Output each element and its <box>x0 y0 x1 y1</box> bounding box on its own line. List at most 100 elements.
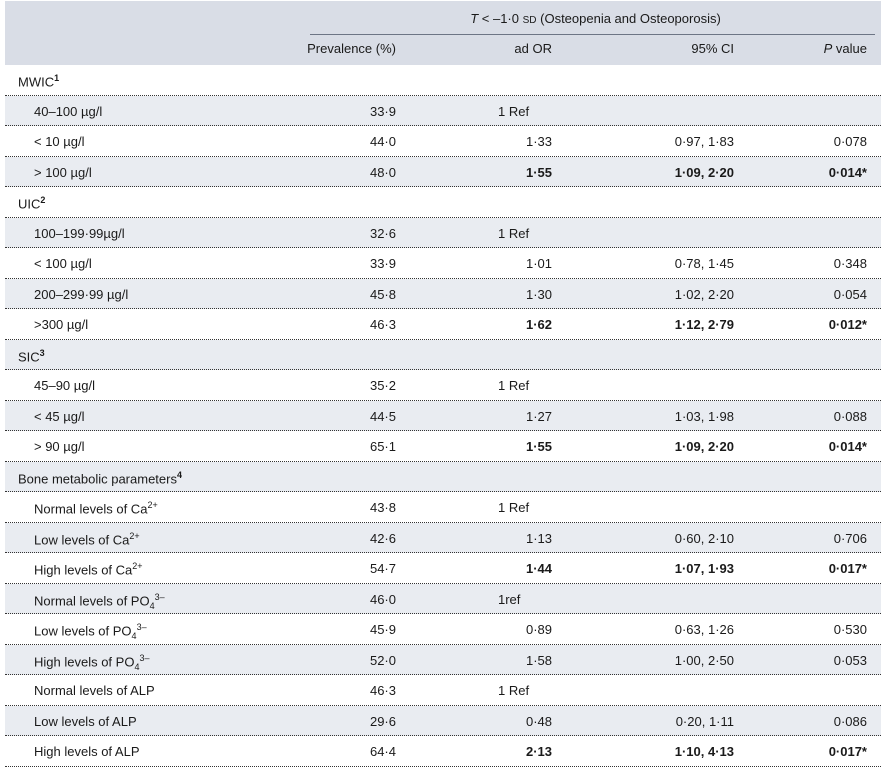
row-label: 100–199·99µg/l <box>34 226 125 241</box>
table-row: < 45 µg/l 44·5 1·27 1·03, 1·98 0·088 <box>5 400 881 431</box>
group-row: UIC2 <box>5 187 881 218</box>
prevalence-cell: 64·4 <box>369 744 396 759</box>
ad-or-cell: 0·89 <box>525 622 552 637</box>
prevalence-cell: 52·0 <box>369 652 396 668</box>
prevalence-cell: 48·0 <box>369 164 396 180</box>
label-superscript: 2+ <box>132 561 143 571</box>
table-row: 40–100 µg/l 33·9 1 Ref <box>5 95 881 126</box>
col-header-ad-or: ad OR <box>514 41 552 56</box>
label-subscript: 4 <box>149 600 155 611</box>
ci-cell: 0·60, 2·10 <box>674 530 734 546</box>
group-label: SIC3 <box>18 348 45 364</box>
label-superscript: 3– <box>136 622 147 632</box>
p-value-cell: 0·348 <box>833 256 867 271</box>
prevalence-cell: 42·6 <box>369 530 396 546</box>
row-label: >300 µg/l <box>34 317 88 332</box>
table-row: Normal levels of ALP 46·3 1 Ref <box>5 675 881 706</box>
row-label: > 100 µg/l <box>34 165 92 180</box>
p-value-cell: 0·014* <box>828 164 867 180</box>
p-value-cell: 0·706 <box>833 530 867 546</box>
ci-cell: 1·07, 1·93 <box>674 561 734 576</box>
row-label: High levels of PO43– <box>34 653 149 672</box>
ad-or-cell: 1·58 <box>525 652 552 668</box>
ad-or-cell: 1·30 <box>525 286 552 302</box>
row-label: 40–100 µg/l <box>34 104 102 119</box>
footnote-marker: 1 <box>54 73 60 83</box>
ci-cell: 1·02, 2·20 <box>674 286 734 302</box>
prevalence-cell: 33·9 <box>369 256 396 271</box>
row-label: 200–299·99 µg/l <box>34 287 128 302</box>
table-row: High levels of PO43– 52·0 1·58 1·00, 2·50 0·… <box>5 644 881 675</box>
prevalence-cell: 43·8 <box>369 500 396 515</box>
header-spanning-title: T < –1·0 SD (Osteopenia and Osteoporosis… <box>470 11 721 26</box>
ci-cell: 1·12, 2·79 <box>674 317 734 332</box>
footnote-marker: 4 <box>176 469 182 480</box>
prevalence-cell: 46·3 <box>369 317 396 332</box>
row-label: 45–90 µg/l <box>34 378 95 393</box>
prevalence-cell: 54·7 <box>369 561 396 576</box>
label-superscript: 2+ <box>147 500 158 510</box>
ad-or-cell: 1·01 <box>525 256 552 271</box>
row-label-text: < 100 µg/l <box>34 256 92 271</box>
table-row: 200–299·99 µg/l 45·8 1·30 1·02, 2·20 0·054 <box>5 278 881 309</box>
p-value-cell: 0·530 <box>833 622 867 637</box>
row-label-text: Low levels of Ca <box>34 531 130 547</box>
prevalence-cell: 45·8 <box>369 286 396 302</box>
label-superscript: 3– <box>139 652 150 663</box>
ad-or-cell: 1 Ref <box>498 103 530 119</box>
prevalence-cell: 44·0 <box>369 134 396 149</box>
ad-or-cell: 1 Ref <box>498 683 530 698</box>
group-label: UIC2 <box>18 195 45 211</box>
table-row: Normal levels of PO43– 46·0 1ref <box>5 583 881 614</box>
row-label: Normal levels of Ca2+ <box>34 500 158 516</box>
row-label-text: UIC <box>18 196 41 212</box>
row-label-text: >300 µg/l <box>34 317 89 332</box>
row-label: Low levels of Ca2+ <box>34 531 140 547</box>
ci-cell: 1·03, 1·98 <box>674 408 734 424</box>
table-row: Low levels of PO43– 45·9 0·89 0·63, 1·26 0·5… <box>5 614 881 645</box>
row-label-text: > 100 µg/l <box>34 164 92 180</box>
p-value-cell: 0·078 <box>833 134 867 149</box>
p-value-cell: 0·086 <box>833 713 867 729</box>
table-row: > 100 µg/l 48·0 1·55 1·09, 2·20 0·014* <box>5 156 881 187</box>
ci-cell: 0·78, 1·45 <box>674 256 734 271</box>
col-header-ci: 95% CI <box>691 41 734 56</box>
row-label-text: High levels of PO <box>34 653 135 669</box>
ci-cell: 1·00, 2·50 <box>674 652 734 668</box>
prevalence-cell: 44·5 <box>369 408 396 424</box>
ad-or-cell: 1 Ref <box>498 500 530 515</box>
header-rule <box>310 34 875 35</box>
row-label: Low levels of PO43– <box>34 622 147 641</box>
row-label-text: High levels of ALP <box>34 744 140 759</box>
row-label-text: < 10 µg/l <box>34 134 85 149</box>
table-row: Low levels of ALP 29·6 0·48 0·20, 1·11 0·086 <box>5 705 881 736</box>
prevalence-cell: 32·6 <box>369 225 396 241</box>
table-row: 100–199·99µg/l 32·6 1 Ref <box>5 217 881 248</box>
p-value-cell: 0·017* <box>828 744 867 759</box>
table-row: Normal levels of Ca2+ 43·8 1 Ref <box>5 492 881 523</box>
p-value-cell: 0·017* <box>828 561 867 576</box>
row-label: < 10 µg/l <box>34 134 85 149</box>
row-label: Low levels of ALP <box>34 714 137 729</box>
row-label: < 45 µg/l <box>34 409 85 424</box>
row-label-text: High levels of Ca <box>34 562 133 578</box>
ad-or-cell: 1·33 <box>525 134 552 149</box>
table-row: > 90 µg/l 65·1 1·55 1·09, 2·20 0·014* <box>5 431 881 462</box>
table-header: T < –1·0 SD (Osteopenia and Osteoporosis… <box>5 1 881 65</box>
ad-or-cell: 1·44 <box>525 561 552 576</box>
row-label: High levels of ALP <box>34 744 140 759</box>
group-row: SIC3 <box>5 339 881 370</box>
group-row: Bone metabolic parameters4 <box>5 461 881 492</box>
label-superscript: 3– <box>154 591 165 602</box>
col-header-prevalence: Prevalence (%) <box>307 41 396 56</box>
row-label-text: < 45 µg/l <box>34 408 85 424</box>
label-subscript: 4 <box>134 661 140 672</box>
row-label: High levels of Ca2+ <box>34 561 143 577</box>
ad-or-cell: 1·55 <box>525 439 552 454</box>
table-row: High levels of Ca2+ 54·7 1·44 1·07, 1·93 0·0… <box>5 553 881 584</box>
ad-or-cell: 0·48 <box>525 713 552 729</box>
label-subscript: 4 <box>131 630 137 641</box>
table-row: Low levels of Ca2+ 42·6 1·13 0·60, 2·10 0·70… <box>5 522 881 553</box>
table-row: < 100 µg/l 33·9 1·01 0·78, 1·45 0·348 <box>5 248 881 279</box>
row-label-text: 100–199·99µg/l <box>34 225 125 241</box>
